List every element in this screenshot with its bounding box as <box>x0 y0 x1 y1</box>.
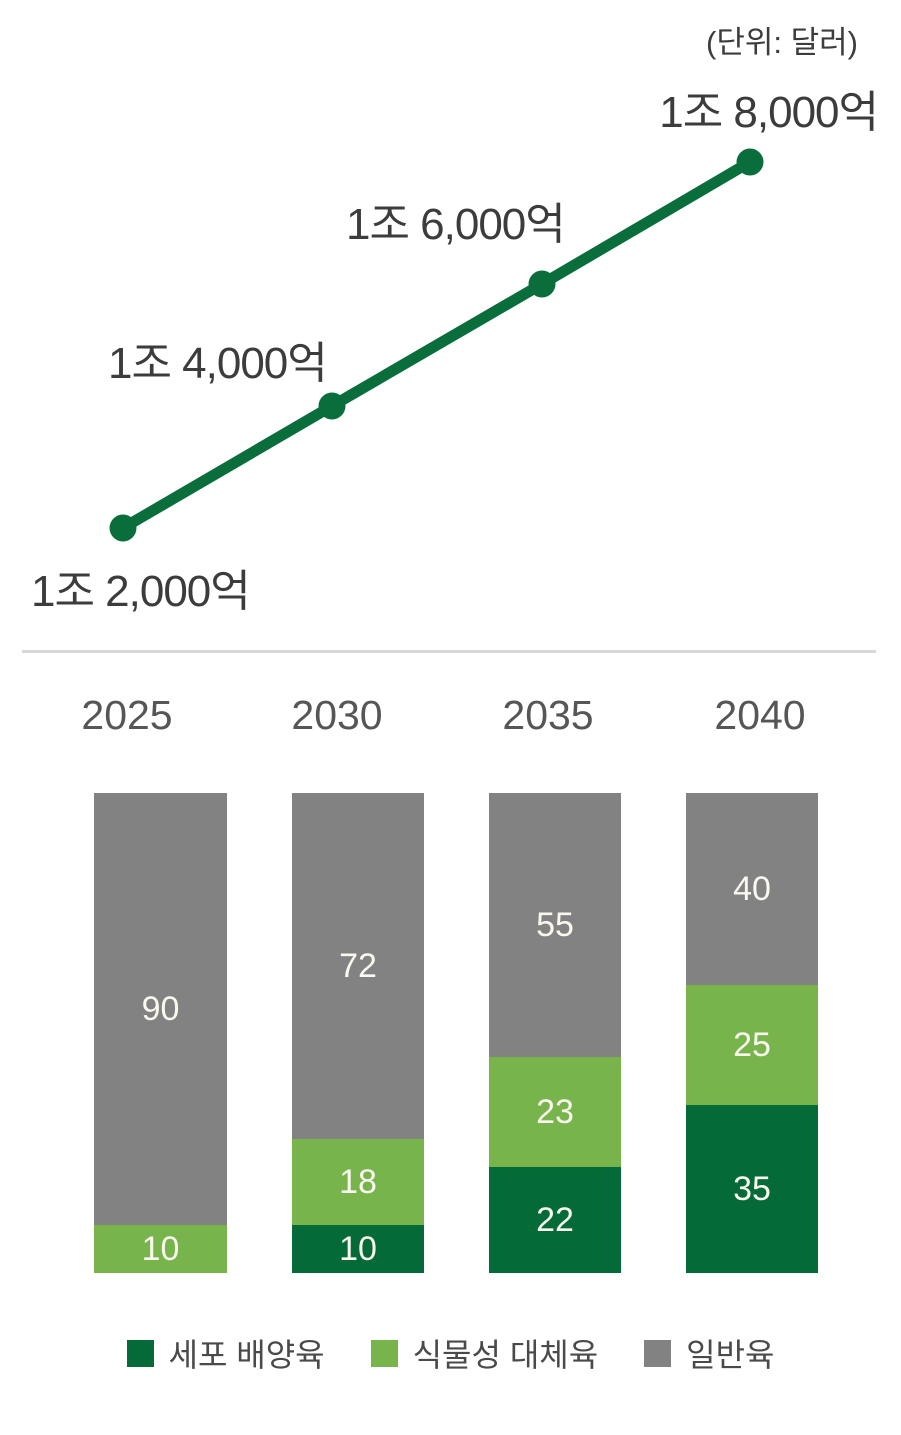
legend-item-conventional: 일반육 <box>644 1330 774 1376</box>
line-chart-svg <box>109 148 764 542</box>
data-point-marker-2035 <box>528 270 556 298</box>
bar-segment-value: 35 <box>733 1170 771 1208</box>
legend-label: 세포 배양육 <box>168 1337 325 1373</box>
bar-segment-2030: 18 <box>292 1138 424 1225</box>
bar-segment-value: 22 <box>536 1201 574 1240</box>
year-label-2025: 2025 <box>81 692 173 738</box>
bar-segment-2035: 22 <box>489 1167 621 1273</box>
cell-cultured-swatch-icon <box>126 1339 154 1367</box>
bar-segment-2025: 90 <box>94 793 227 1225</box>
bar-segment-value: 18 <box>339 1162 377 1201</box>
bar-segment-value: 90 <box>141 990 180 1028</box>
bar-segment-value: 10 <box>339 1230 377 1268</box>
plant-based-swatch-icon <box>370 1339 398 1367</box>
legend-item-plant-based: 식물성 대체육 <box>370 1330 599 1376</box>
line-point-label-2025: 1조 2,000억 <box>31 567 251 616</box>
bar-segment-2025: 10 <box>94 1225 227 1273</box>
data-point-marker-2030 <box>318 392 346 420</box>
year-label-2035: 2035 <box>502 692 594 738</box>
trend-line <box>117 156 756 534</box>
bar-segment-2030: 10 <box>292 1225 424 1273</box>
bar-segment-2040: 35 <box>686 1105 818 1273</box>
legend-item-cell-cultured: 세포 배양육 <box>126 1330 325 1376</box>
conventional-swatch-icon <box>644 1339 672 1367</box>
line-point-label-2035: 1조 6,000억 <box>346 200 566 249</box>
unit-note: (단위: 달러) <box>706 25 858 60</box>
data-point-marker-2025 <box>109 514 137 542</box>
bar-segment-value: 40 <box>733 870 771 908</box>
data-point-marker-2040 <box>736 148 764 176</box>
bar-segment-2035: 55 <box>489 793 621 1057</box>
year-label-2040: 2040 <box>714 692 806 738</box>
bar-segment-value: 55 <box>536 906 574 944</box>
bar-segment-2030: 72 <box>292 793 424 1139</box>
bar-segment-value: 23 <box>536 1093 574 1132</box>
bar-segment-2040: 25 <box>686 985 818 1105</box>
bar-segment-value: 72 <box>339 946 377 985</box>
legend: 세포 배양육 식물성 대체육 일반육 <box>0 1330 901 1376</box>
year-label-2030: 2030 <box>291 692 383 738</box>
legend-label: 일반육 <box>686 1337 775 1373</box>
bar-segment-value: 10 <box>141 1230 180 1268</box>
line-point-label-2030: 1조 4,000억 <box>108 339 328 388</box>
line-point-label-2040: 1조 8,000억 <box>659 88 879 137</box>
legend-label: 식물성 대체육 <box>412 1337 599 1373</box>
section-divider <box>22 650 876 653</box>
bar-segment-value: 25 <box>733 1026 771 1064</box>
bar-segment-2035: 23 <box>489 1057 621 1168</box>
bar-segment-2040: 40 <box>686 793 818 985</box>
